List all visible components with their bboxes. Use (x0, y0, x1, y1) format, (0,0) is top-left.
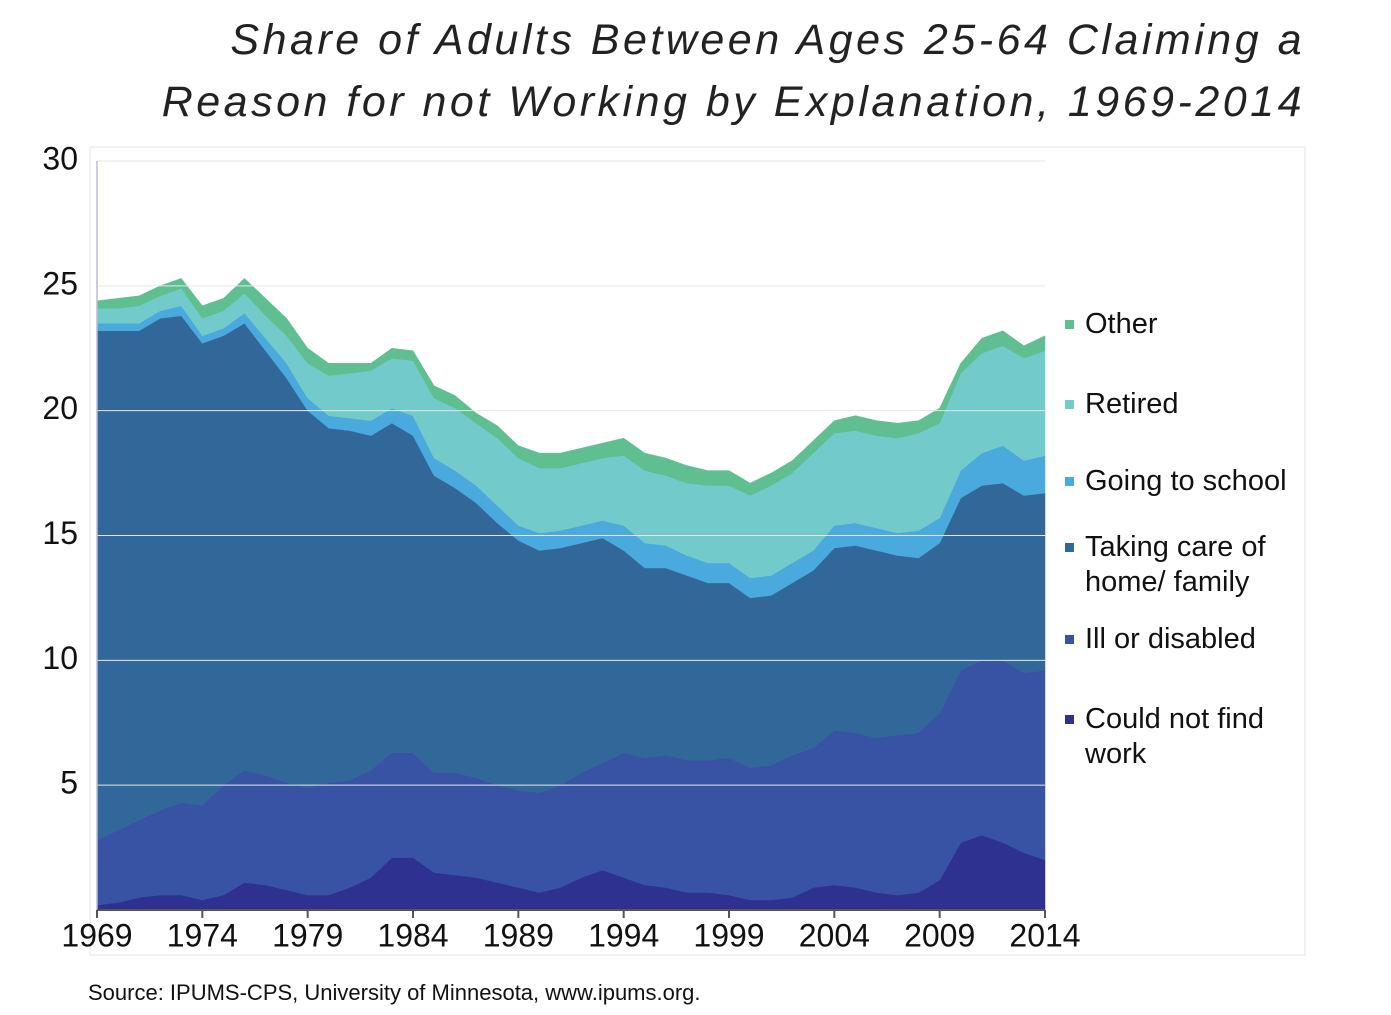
chart-title: Reason for not Working by Explanation, 1… (161, 78, 1305, 126)
legend-label: Ill or disabled (1085, 623, 1256, 655)
areas (96, 277, 1046, 911)
y-tick-label: 25 (42, 265, 78, 301)
x-tick-label: 2009 (904, 917, 975, 953)
legend-label: Retired (1085, 388, 1179, 420)
area (96, 277, 1046, 496)
chart-title: Share of Adults Between Ages 25-64 Claim… (230, 16, 1305, 64)
legend-item: Retired (1065, 387, 1300, 422)
y-tick-label: 15 (42, 515, 78, 551)
legend-swatch (1065, 715, 1074, 724)
x-tick-label: 1969 (61, 917, 132, 953)
source-note: Source: IPUMS-CPS, University of Minneso… (88, 980, 701, 1005)
legend-item: Going to school (1065, 464, 1300, 499)
legend-swatch (1065, 320, 1074, 329)
legend-label: Could not find work (1085, 703, 1264, 770)
legend-item: Other (1065, 307, 1300, 342)
y-tick-label: 10 (42, 640, 78, 676)
legend-label: Taking care of home/ family (1085, 531, 1266, 598)
x-tick-label: 1979 (272, 917, 343, 953)
legend-swatch (1065, 635, 1074, 644)
y-tick-label: 5 (60, 765, 78, 801)
legend-swatch (1065, 400, 1074, 409)
x-tick-label: 1984 (377, 917, 448, 953)
plot-frame (89, 146, 1306, 956)
legend-item: Ill or disabled (1065, 622, 1300, 657)
x-tick-label: 1974 (167, 917, 238, 953)
y-tick-label: 30 (42, 140, 78, 176)
x-tick-label: 1989 (483, 917, 554, 953)
x-tick-label: 2004 (799, 917, 870, 953)
legend-item: Could not find work (1065, 702, 1300, 772)
x-tick-label: 2014 (1009, 917, 1080, 953)
legend-item: Taking care of home/ family (1065, 530, 1300, 600)
x-tick-label: 1994 (588, 917, 659, 953)
legend-swatch (1065, 477, 1074, 486)
legend-label: Going to school (1085, 465, 1287, 497)
x-tick-label: 1999 (693, 917, 764, 953)
legend-swatch (1065, 543, 1074, 552)
y-tick-label: 20 (42, 390, 78, 426)
legend-label: Other (1085, 308, 1158, 340)
